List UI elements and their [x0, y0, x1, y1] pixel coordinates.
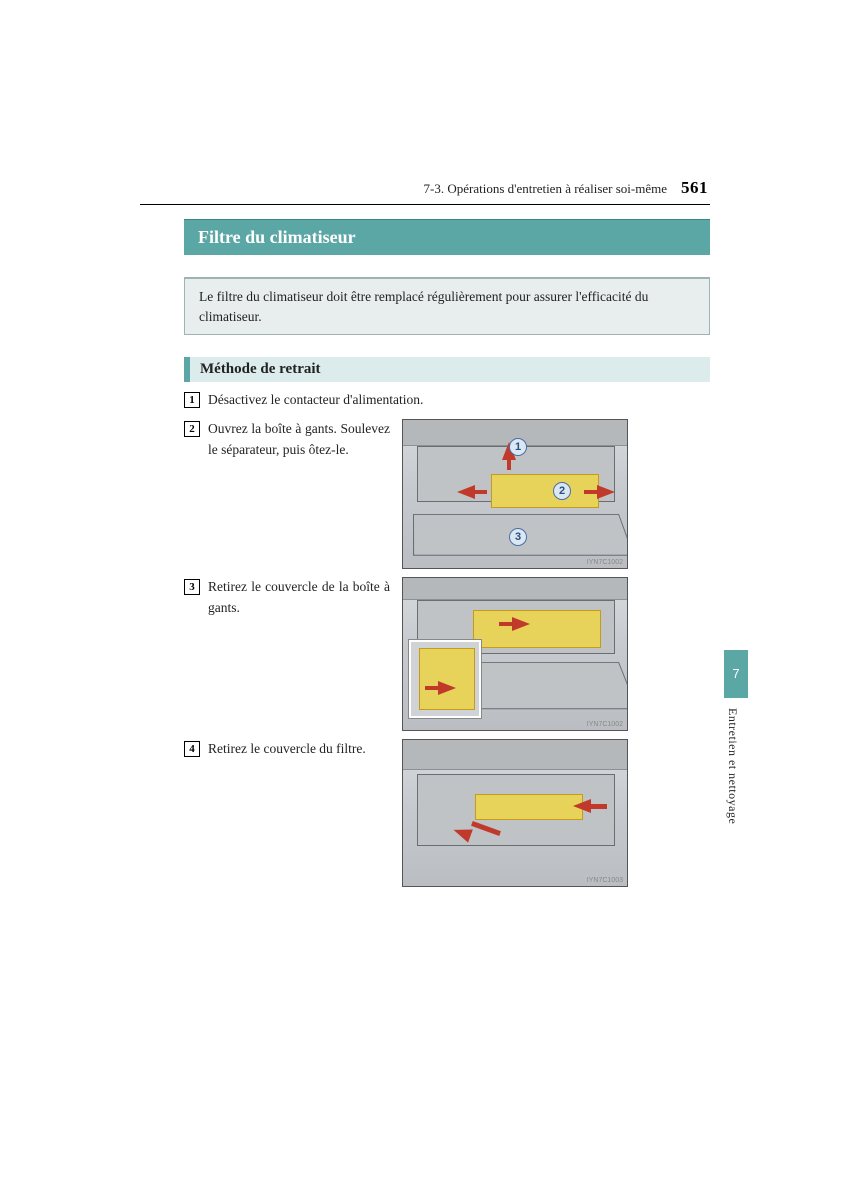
- page-number: 561: [681, 178, 708, 198]
- chapter-tab: 7: [724, 650, 748, 698]
- step-text: Retirez le couvercle du filtre.: [208, 739, 390, 760]
- step-text: Retirez le couvercle de la boîte à gants…: [208, 577, 390, 619]
- step-text: Ouvrez la boîte à gants. Soulevez le sép…: [208, 419, 390, 461]
- step-1: 1 Désactivez le contacteur d'alimentatio…: [184, 390, 710, 411]
- header-rule: [140, 204, 710, 205]
- intro-box: Le filtre du climatiseur doit être rempl…: [184, 277, 710, 335]
- figure-glovebox-cover: IYN7C1002: [402, 577, 628, 731]
- page-title: Filtre du climatiseur: [184, 219, 710, 255]
- step-number-box: 3: [184, 579, 200, 595]
- subheading: Méthode de retrait: [184, 357, 710, 382]
- step-number-box: 1: [184, 392, 200, 408]
- step-number-box: 2: [184, 421, 200, 437]
- figure-glovebox-separator: 1 2 3 IYN7C1002: [402, 419, 628, 569]
- callout-3: 3: [509, 528, 527, 546]
- figure-filter-cover: IYN7C1003: [402, 739, 628, 887]
- figure-code: IYN7C1003: [587, 877, 623, 884]
- step-3: 3 Retirez le couvercle de la boîte à gan…: [184, 577, 710, 731]
- section-path: 7-3. Opérations d'entretien à réaliser s…: [424, 181, 667, 197]
- callout-2: 2: [553, 482, 571, 500]
- step-list: 1 Désactivez le contacteur d'alimentatio…: [184, 390, 710, 887]
- figure-code: IYN7C1002: [587, 559, 623, 566]
- callout-1: 1: [509, 438, 527, 456]
- chapter-side-label: Entretien et nettoyage: [725, 708, 740, 824]
- figure-code: IYN7C1002: [587, 721, 623, 728]
- step-text: Désactivez le contacteur d'alimentation.: [208, 390, 710, 411]
- manual-page: 7-3. Opérations d'entretien à réaliser s…: [140, 178, 710, 895]
- step-number-box: 4: [184, 741, 200, 757]
- step-2: 2 Ouvrez la boîte à gants. Soulevez le s…: [184, 419, 710, 569]
- step-4: 4 Retirez le couvercle du filtre. IYN7C1…: [184, 739, 710, 887]
- page-header: 7-3. Opérations d'entretien à réaliser s…: [140, 178, 710, 198]
